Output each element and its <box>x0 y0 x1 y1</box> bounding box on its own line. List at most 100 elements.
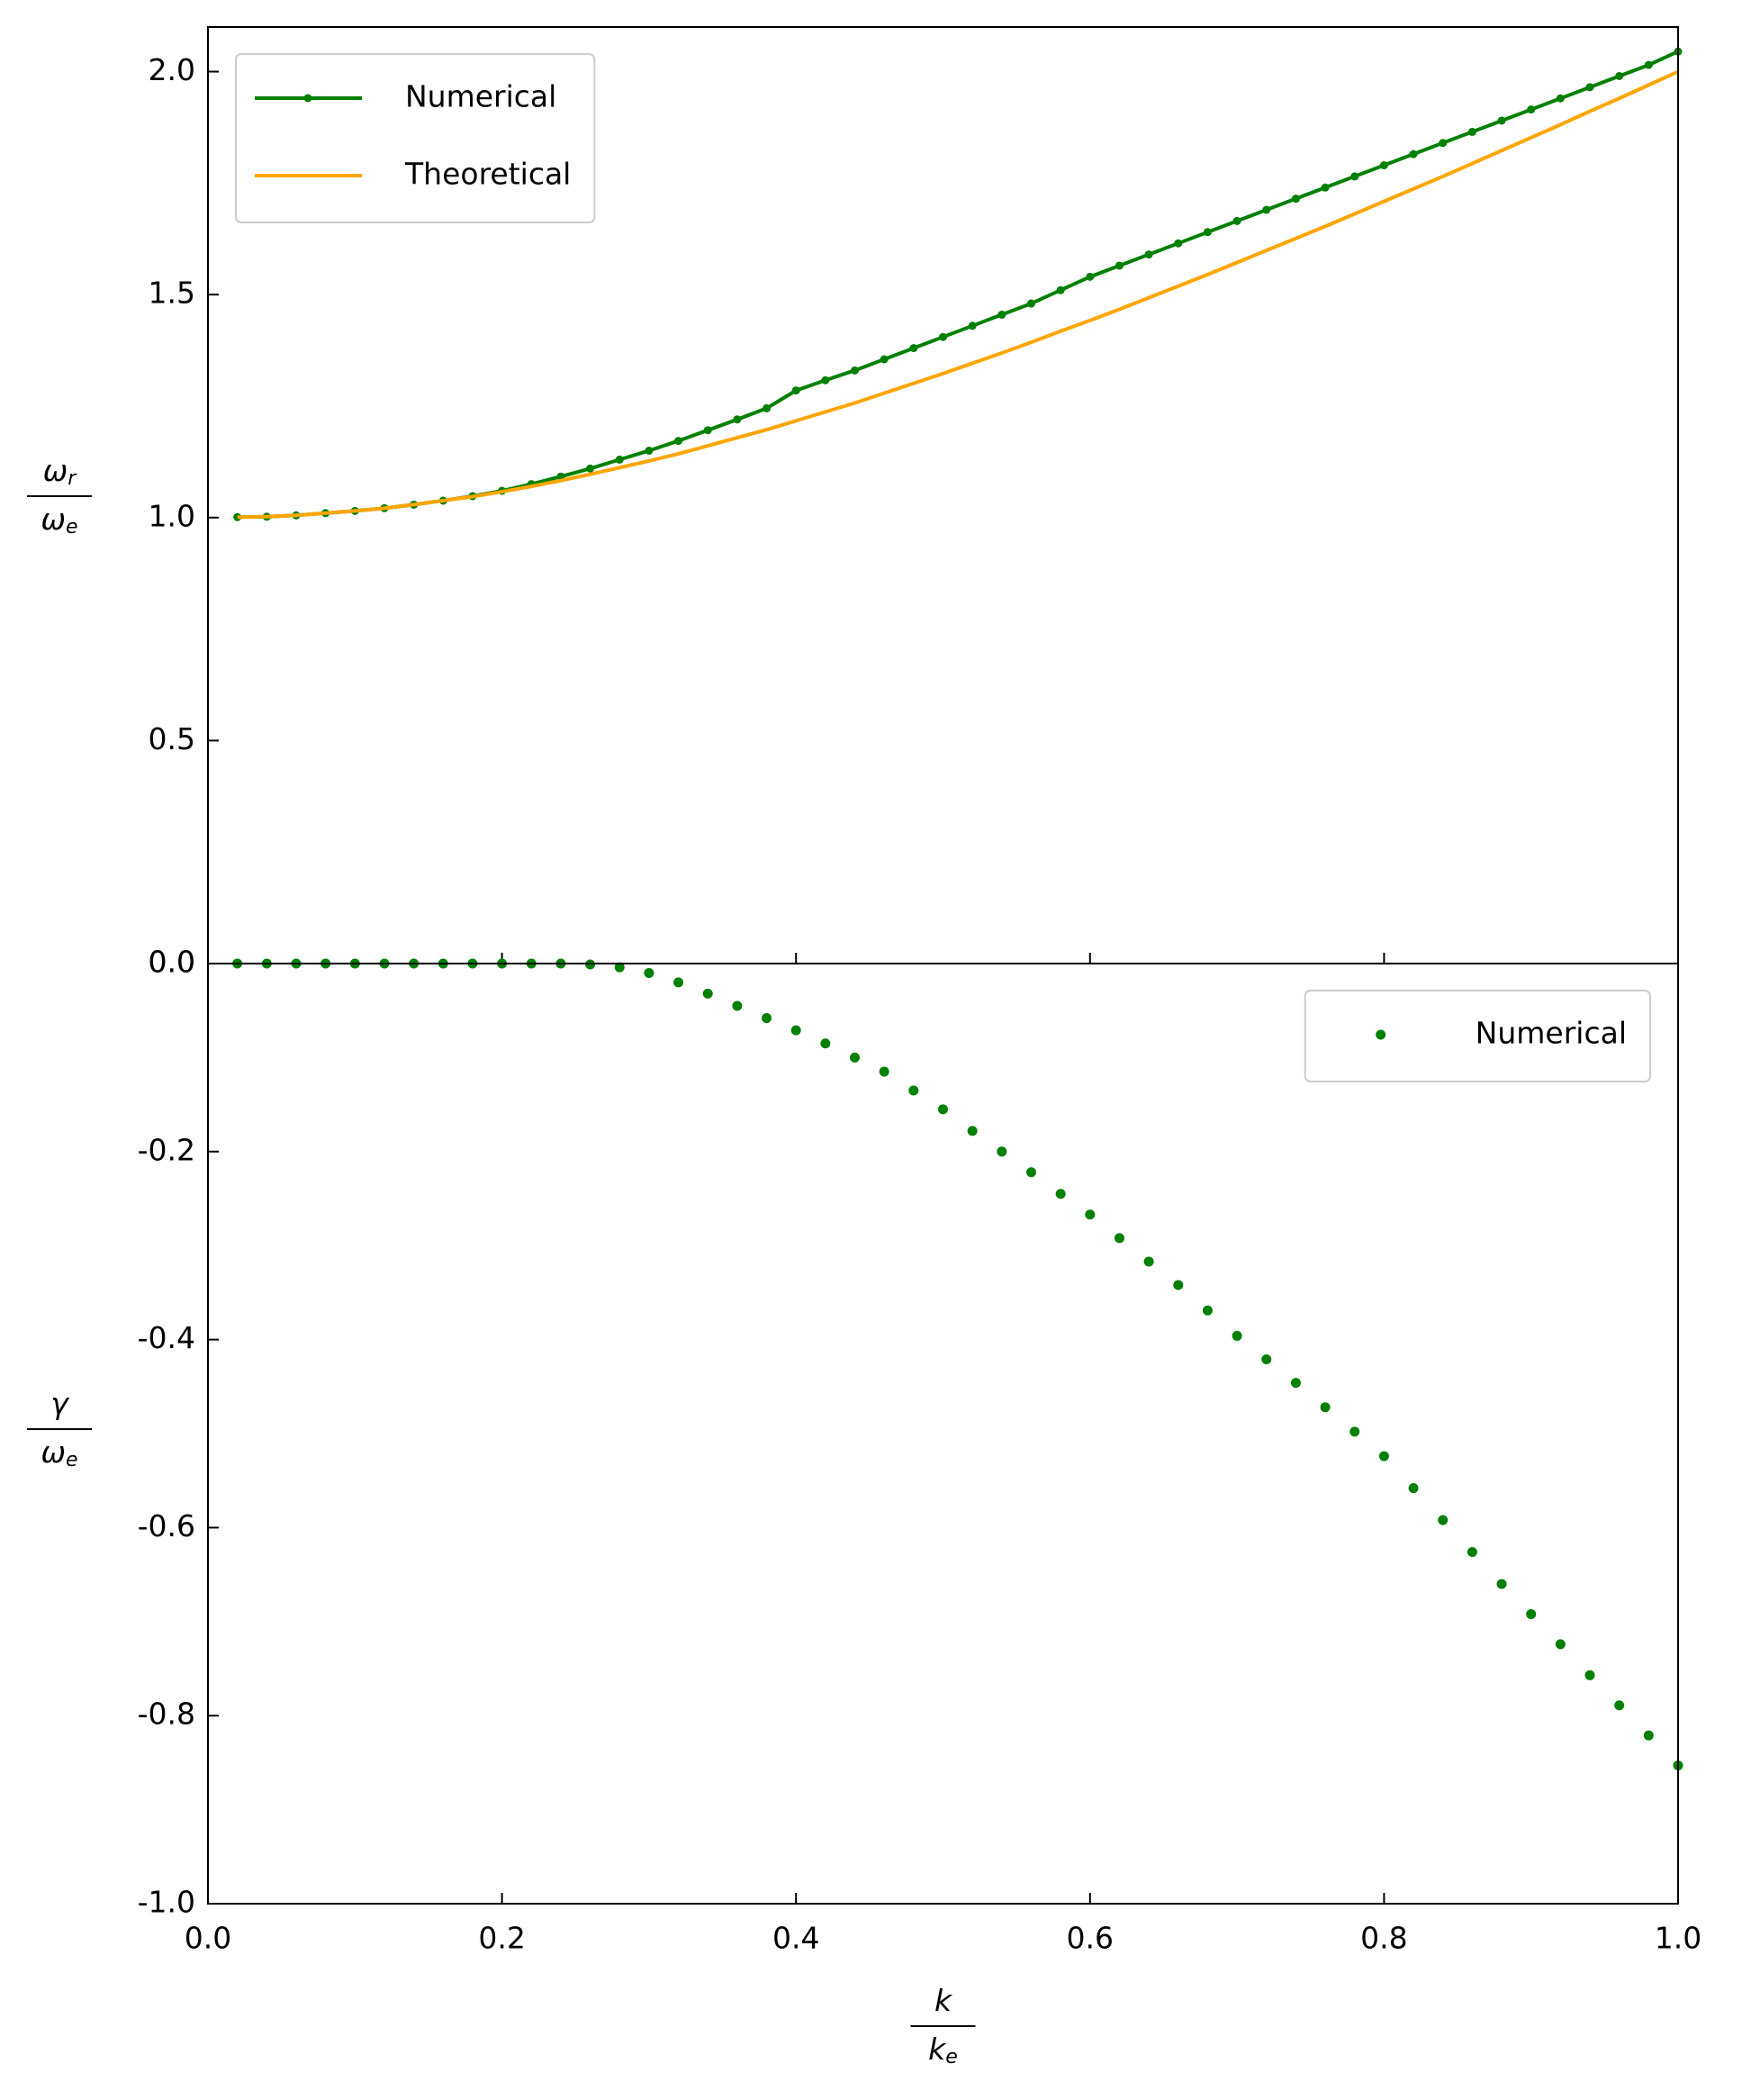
data-point <box>791 386 800 395</box>
scatter-point <box>790 1025 801 1036</box>
data-point <box>615 455 624 464</box>
axis-label-base: ω <box>41 502 66 537</box>
scatter-point <box>938 1104 948 1115</box>
scatter-point <box>732 1000 743 1011</box>
data-point <box>1056 285 1065 294</box>
legend-box <box>1304 990 1651 1082</box>
axis-label-denominator: ωe <box>41 502 77 539</box>
scatter-point <box>908 1085 919 1096</box>
axis-label-base: γ <box>50 1386 69 1421</box>
scatter-point <box>1643 1730 1654 1741</box>
data-point <box>1439 139 1448 148</box>
data-point <box>997 310 1006 319</box>
y-tick-label: 0.0 <box>149 945 195 980</box>
data-point <box>645 446 654 455</box>
scatter-point <box>1261 1354 1272 1365</box>
axis-label-base: ω <box>41 1435 66 1470</box>
scatter-point <box>614 962 625 973</box>
scatter-point <box>879 1066 889 1077</box>
data-point <box>1321 183 1330 192</box>
y-tick-label: -0.4 <box>138 1320 195 1355</box>
data-point <box>763 403 772 412</box>
scatter-point <box>1555 1639 1566 1650</box>
data-point <box>1556 94 1565 103</box>
data-point <box>674 437 683 446</box>
data-point <box>909 344 918 353</box>
data-point <box>1467 127 1476 136</box>
data-point <box>1615 71 1624 80</box>
y-tick-label: -1.0 <box>138 1885 195 1920</box>
axis-label-numerator: γ <box>50 1386 69 1421</box>
data-point <box>851 366 860 375</box>
legend-box <box>235 53 596 223</box>
scatter-point <box>967 1126 978 1136</box>
legend-label: Numerical <box>1476 1016 1627 1051</box>
data-point <box>1527 105 1536 114</box>
data-point <box>1497 116 1506 125</box>
scatter-point <box>1173 1280 1184 1290</box>
scatter-point <box>1055 1189 1066 1199</box>
scatter-point <box>1232 1330 1242 1341</box>
legend-marker <box>1376 1029 1386 1040</box>
x-tick-label: 0.4 <box>772 1921 819 1956</box>
scatter-point <box>644 967 654 978</box>
scatter-point <box>762 1013 772 1024</box>
scatter-point <box>1085 1209 1096 1220</box>
scatter-point <box>1378 1451 1389 1462</box>
scatter-point <box>850 1052 861 1063</box>
scatter-point <box>1349 1426 1360 1437</box>
data-point <box>1644 60 1653 69</box>
legend-label: Numerical <box>405 79 556 114</box>
scatter-point <box>1438 1515 1449 1525</box>
y-tick-label: 0.5 <box>149 721 195 756</box>
data-point <box>1262 205 1271 214</box>
scatter-point <box>1496 1579 1507 1589</box>
scatter-point <box>1408 1483 1419 1494</box>
axis-label-sub: e <box>66 1449 78 1471</box>
y-tick-label: 0.0 <box>149 945 195 980</box>
scatter-point <box>1114 1233 1124 1244</box>
x-tick-label: 0.0 <box>185 1921 231 1956</box>
data-point <box>1115 261 1124 270</box>
scatter-point <box>1143 1256 1154 1267</box>
data-point <box>1379 161 1388 170</box>
data-point <box>939 332 947 341</box>
axis-label-base: ω <box>43 453 68 488</box>
scatter-point <box>673 977 684 988</box>
data-point <box>968 321 977 330</box>
data-point <box>1232 216 1241 225</box>
scatter-point <box>1467 1547 1477 1558</box>
scatter-point <box>997 1146 1007 1157</box>
data-point <box>1409 149 1418 158</box>
axis-label-sub: e <box>945 2046 958 2068</box>
legend-label: Theoretical <box>404 157 571 192</box>
axis-label-numerator: ωr <box>43 453 78 491</box>
y-tick-label: 2.0 <box>149 52 195 87</box>
axis-label-denominator: ωe <box>41 1435 77 1472</box>
data-line <box>237 69 1679 520</box>
data-point <box>586 464 595 473</box>
x-tick-label: 0.8 <box>1360 1921 1407 1956</box>
axis-label-denominator: ke <box>928 2032 958 2069</box>
data-point <box>880 355 889 364</box>
axis-label-numerator: k <box>934 1983 953 2018</box>
data-point <box>1291 195 1300 204</box>
data-point <box>1144 250 1153 259</box>
scatter-point <box>585 959 596 970</box>
scatter-point <box>1025 1167 1036 1178</box>
scatter-point <box>820 1038 831 1049</box>
scatter-point <box>1202 1305 1213 1316</box>
data-point <box>1174 239 1183 248</box>
data-point <box>703 426 712 435</box>
scatter-point <box>1320 1402 1331 1413</box>
legend-marker <box>303 94 312 103</box>
axis-label-base: k <box>934 1983 953 2018</box>
data-point <box>733 415 742 424</box>
data-point <box>821 376 830 385</box>
data-point <box>1026 299 1035 308</box>
x-tick-label: 0.2 <box>478 1921 525 1956</box>
data-point <box>1086 272 1095 281</box>
scatter-point <box>1614 1700 1625 1711</box>
axis-label-sub: e <box>66 516 78 539</box>
